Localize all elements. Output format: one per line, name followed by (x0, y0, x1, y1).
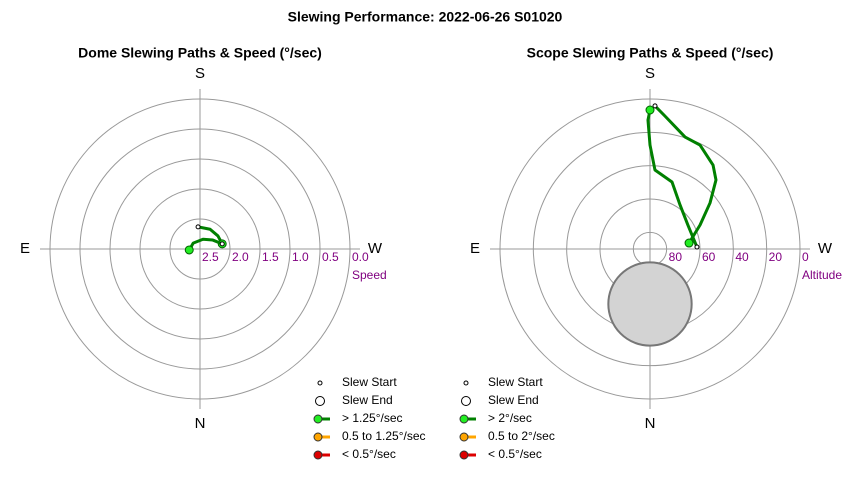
r-tick-label: 60 (702, 250, 716, 264)
r-tick-label: 40 (735, 250, 749, 264)
legend-marker (461, 396, 471, 406)
ring (49, 98, 351, 400)
legend-marker (313, 450, 323, 460)
r-tick-label: 2.0 (232, 250, 249, 264)
direction-label: W (368, 240, 383, 257)
legend-marker (313, 414, 323, 424)
ring (79, 128, 321, 370)
r-tick-label: 80 (669, 250, 683, 264)
slew-end (645, 105, 655, 115)
legend-label: < 0.5°/sec (488, 447, 542, 461)
r-tick-label: 0.5 (322, 250, 339, 264)
slew-start (219, 241, 225, 247)
direction-label: S (645, 65, 655, 82)
chart-title: Scope Slewing Paths & Speed (°/sec) (527, 45, 774, 61)
legend-label: 0.5 to 1.25°/sec (342, 429, 426, 443)
slew-path (646, 109, 699, 248)
direction-label: S (195, 65, 205, 82)
legend-label: > 1.25°/sec (342, 411, 403, 425)
r-tick-label: 0 (802, 250, 809, 264)
legend-marker (459, 414, 469, 424)
r-axis-label: Speed (352, 268, 387, 282)
legend-marker (459, 450, 469, 460)
slew-path (653, 104, 718, 244)
legend-marker (463, 380, 469, 386)
slew-start (694, 244, 700, 250)
legend-label: 0.5 to 2°/sec (488, 429, 555, 443)
r-tick-label: 1.5 (262, 250, 279, 264)
legend-label: Slew End (488, 393, 539, 407)
legend-label: > 2°/sec (488, 411, 532, 425)
ring (169, 218, 231, 280)
direction-label: E (470, 240, 480, 257)
slew-start (652, 103, 658, 109)
r-axis-label: Altitude (802, 268, 842, 282)
direction-label: E (20, 240, 30, 257)
legend-marker (315, 396, 325, 406)
ring (139, 188, 261, 310)
legend-label: < 0.5°/sec (342, 447, 396, 461)
direction-label: W (818, 240, 833, 257)
r-tick-label: 0.0 (352, 250, 369, 264)
legend-label: Slew Start (488, 375, 543, 389)
ring (499, 98, 801, 400)
legend-label: Slew End (342, 393, 393, 407)
legend-marker (317, 380, 323, 386)
slew-path (187, 237, 223, 251)
direction-label: N (195, 415, 206, 432)
direction-label: N (645, 415, 656, 432)
chart-title: Dome Slewing Paths & Speed (°/sec) (78, 45, 322, 61)
r-tick-label: 2.5 (202, 250, 219, 264)
shaded-region (607, 261, 693, 347)
ring (109, 158, 291, 340)
r-tick-label: 1.0 (292, 250, 309, 264)
slew-end (184, 245, 194, 255)
page-title: Slewing Performance: 2022-06-26 S01020 (288, 9, 563, 25)
legend-marker (313, 432, 323, 442)
slew-start (195, 224, 201, 230)
legend-label: Slew Start (342, 375, 397, 389)
slew-end (684, 238, 694, 248)
r-tick-label: 20 (769, 250, 783, 264)
legend-marker (459, 432, 469, 442)
